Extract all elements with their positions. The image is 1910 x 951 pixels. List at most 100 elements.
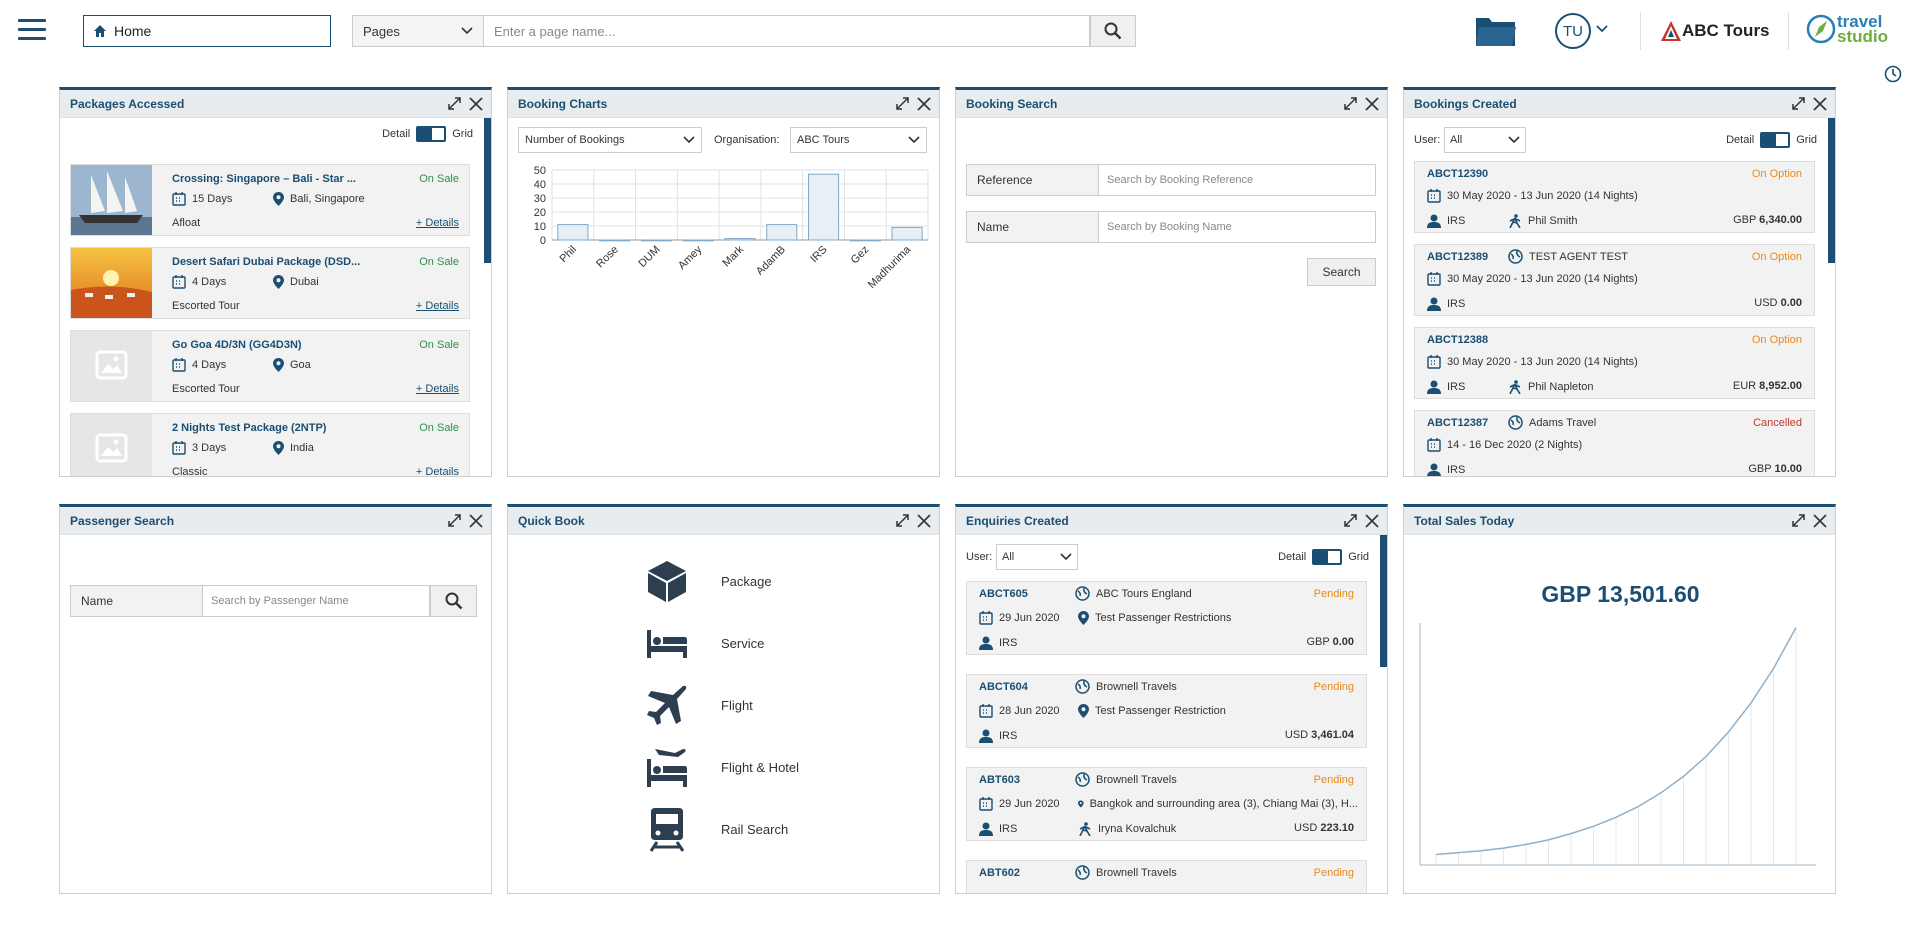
scrollbar[interactable]: [1380, 535, 1387, 667]
package-details-link[interactable]: + Details: [415, 217, 459, 229]
enquiry-reference[interactable]: ABCT604: [979, 681, 1028, 693]
package-details-link[interactable]: + Details: [415, 383, 459, 395]
user-menu-chevron-icon[interactable]: [1596, 25, 1608, 33]
close-icon[interactable]: [917, 96, 931, 111]
view-toggle[interactable]: Detail Grid: [1726, 124, 1835, 148]
organisation-select[interactable]: ABC Tours: [790, 127, 927, 153]
package-title[interactable]: Crossing: Singapore – Bali - Star ...: [172, 173, 356, 185]
total-sales-amount: GBP 13,501.60: [1541, 581, 1700, 607]
bar-dum[interactable]: [640, 239, 672, 242]
enquiry-agent-row: Brownell Travels: [1075, 679, 1177, 694]
enquiry-agent-row: Brownell Travels: [1075, 865, 1177, 880]
expand-icon[interactable]: [1791, 513, 1806, 528]
expand-icon[interactable]: [447, 513, 462, 528]
reference-input[interactable]: Search by Booking Reference: [1099, 165, 1375, 195]
user-avatar[interactable]: TU: [1555, 13, 1591, 49]
passenger-search-button[interactable]: [430, 585, 477, 617]
bar-amey[interactable]: [682, 239, 714, 242]
toggle-switch[interactable]: [1312, 549, 1343, 565]
package-card[interactable]: Crossing: Singapore – Bali - Star ... On…: [70, 164, 470, 236]
booking-currency: EUR: [1732, 380, 1757, 392]
close-icon[interactable]: [1813, 513, 1827, 528]
quick-book-package[interactable]: Package: [643, 557, 772, 605]
close-icon[interactable]: [469, 513, 483, 528]
scrollbar[interactable]: [1828, 118, 1835, 263]
bar-adamb[interactable]: [766, 224, 798, 241]
folder-icon[interactable]: [1475, 14, 1517, 51]
expand-icon[interactable]: [895, 513, 910, 528]
pages-select[interactable]: Pages: [352, 15, 484, 47]
passenger-name-input[interactable]: Search by Passenger Name: [203, 586, 429, 616]
bar-irs[interactable]: [808, 173, 840, 241]
package-duration: 3 Days: [172, 441, 226, 455]
booking-reference[interactable]: ABCT12387: [1427, 417, 1489, 429]
close-icon[interactable]: [1365, 96, 1379, 111]
enquiry-card[interactable]: ABCT605 ABC Tours England Pending 29 Jun…: [966, 581, 1367, 655]
booking-card[interactable]: ABCT12390 On Option 30 May 2020 - 13 Jun…: [1414, 161, 1815, 233]
toggle-switch[interactable]: [1760, 132, 1791, 148]
bar-madhurima[interactable]: [891, 226, 923, 241]
expand-icon[interactable]: [895, 96, 910, 111]
toggle-switch[interactable]: [416, 126, 447, 142]
booking-lead: Phil Napleton: [1528, 381, 1594, 393]
package-card[interactable]: Go Goa 4D/3N (GG4D3N) On Sale 4 Days Goa…: [70, 330, 470, 402]
organisation-select-value: ABC Tours: [797, 134, 850, 146]
enquiry-reference[interactable]: ABT602: [979, 867, 1020, 879]
package-details-link[interactable]: + Details: [415, 466, 459, 477]
chevron-down-icon: [908, 136, 920, 144]
enquiry-reference[interactable]: ABCT605: [979, 588, 1028, 600]
user-filter-select[interactable]: All: [1444, 127, 1526, 153]
booking-card[interactable]: ABCT12387 Adams Travel Cancelled 14 - 16…: [1414, 410, 1815, 476]
bar-gez[interactable]: [849, 239, 881, 242]
metric-select[interactable]: Number of Bookings: [518, 127, 702, 153]
enquiry-reference[interactable]: ABT603: [979, 774, 1020, 786]
quick-book-flight-hotel[interactable]: Flight & Hotel: [643, 743, 799, 791]
close-icon[interactable]: [917, 513, 931, 528]
enquiry-card[interactable]: ABCT604 Brownell Travels Pending 28 Jun …: [966, 674, 1367, 748]
enquiry-card[interactable]: ABT602 Brownell Travels Pending: [966, 860, 1367, 893]
booking-agent-row: TEST AGENT TEST: [1508, 249, 1628, 264]
booking-card[interactable]: ABCT12389 TEST AGENT TEST On Option 30 M…: [1414, 244, 1815, 316]
booking-reference[interactable]: ABCT12389: [1427, 251, 1489, 263]
hamburger-menu-icon[interactable]: [18, 19, 46, 43]
x-tick-label: DUM: [636, 244, 662, 270]
enquiry-date: 29 Jun 2020: [999, 798, 1060, 810]
scrollbar[interactable]: [484, 118, 491, 263]
page-search-button[interactable]: [1090, 15, 1136, 47]
page-search-input[interactable]: Enter a page name...: [484, 15, 1090, 47]
view-toggle[interactable]: Detail Grid: [1278, 541, 1387, 565]
bar-phil[interactable]: [557, 224, 589, 241]
booking-amount: 8,952.00: [1759, 380, 1802, 392]
booking-search-button[interactable]: Search: [1307, 258, 1376, 286]
widget-header: Enquiries Created: [956, 507, 1387, 535]
bar-mark[interactable]: [724, 238, 756, 241]
expand-icon[interactable]: [1343, 513, 1358, 528]
quick-book-rail[interactable]: Rail Search: [643, 805, 788, 853]
user-filter-select[interactable]: All: [996, 544, 1078, 570]
quick-book-service[interactable]: Service: [643, 619, 764, 667]
expand-icon[interactable]: [1791, 96, 1806, 111]
booking-reference[interactable]: ABCT12388: [1427, 334, 1489, 346]
package-title[interactable]: 2 Nights Test Package (2NTP): [172, 422, 327, 434]
quick-book-flight[interactable]: Flight: [643, 681, 753, 729]
expand-icon[interactable]: [1343, 96, 1358, 111]
close-icon[interactable]: [1365, 513, 1379, 528]
clock-icon[interactable]: [1884, 65, 1902, 83]
booking-reference[interactable]: ABCT12390: [1427, 168, 1489, 180]
user-icon: [1427, 463, 1441, 476]
bar-rose[interactable]: [599, 239, 631, 242]
enquiry-card[interactable]: ABT603 Brownell Travels Pending 29 Jun 2…: [966, 767, 1367, 841]
package-title[interactable]: Go Goa 4D/3N (GG4D3N): [172, 339, 302, 351]
package-title[interactable]: Desert Safari Dubai Package (DSD...: [172, 256, 361, 268]
expand-icon[interactable]: [447, 96, 462, 111]
booking-user: IRS: [1447, 464, 1466, 476]
package-details-link[interactable]: + Details: [415, 300, 459, 312]
booking-name-input[interactable]: Search by Booking Name: [1099, 212, 1375, 242]
view-toggle[interactable]: Detail Grid: [60, 118, 491, 142]
package-card[interactable]: 2 Nights Test Package (2NTP) On Sale 3 D…: [70, 413, 470, 477]
close-icon[interactable]: [469, 96, 483, 111]
package-card[interactable]: Desert Safari Dubai Package (DSD... On S…: [70, 247, 470, 319]
home-breadcrumb[interactable]: Home: [83, 15, 331, 47]
booking-card[interactable]: ABCT12388 On Option 30 May 2020 - 13 Jun…: [1414, 327, 1815, 399]
close-icon[interactable]: [1813, 96, 1827, 111]
